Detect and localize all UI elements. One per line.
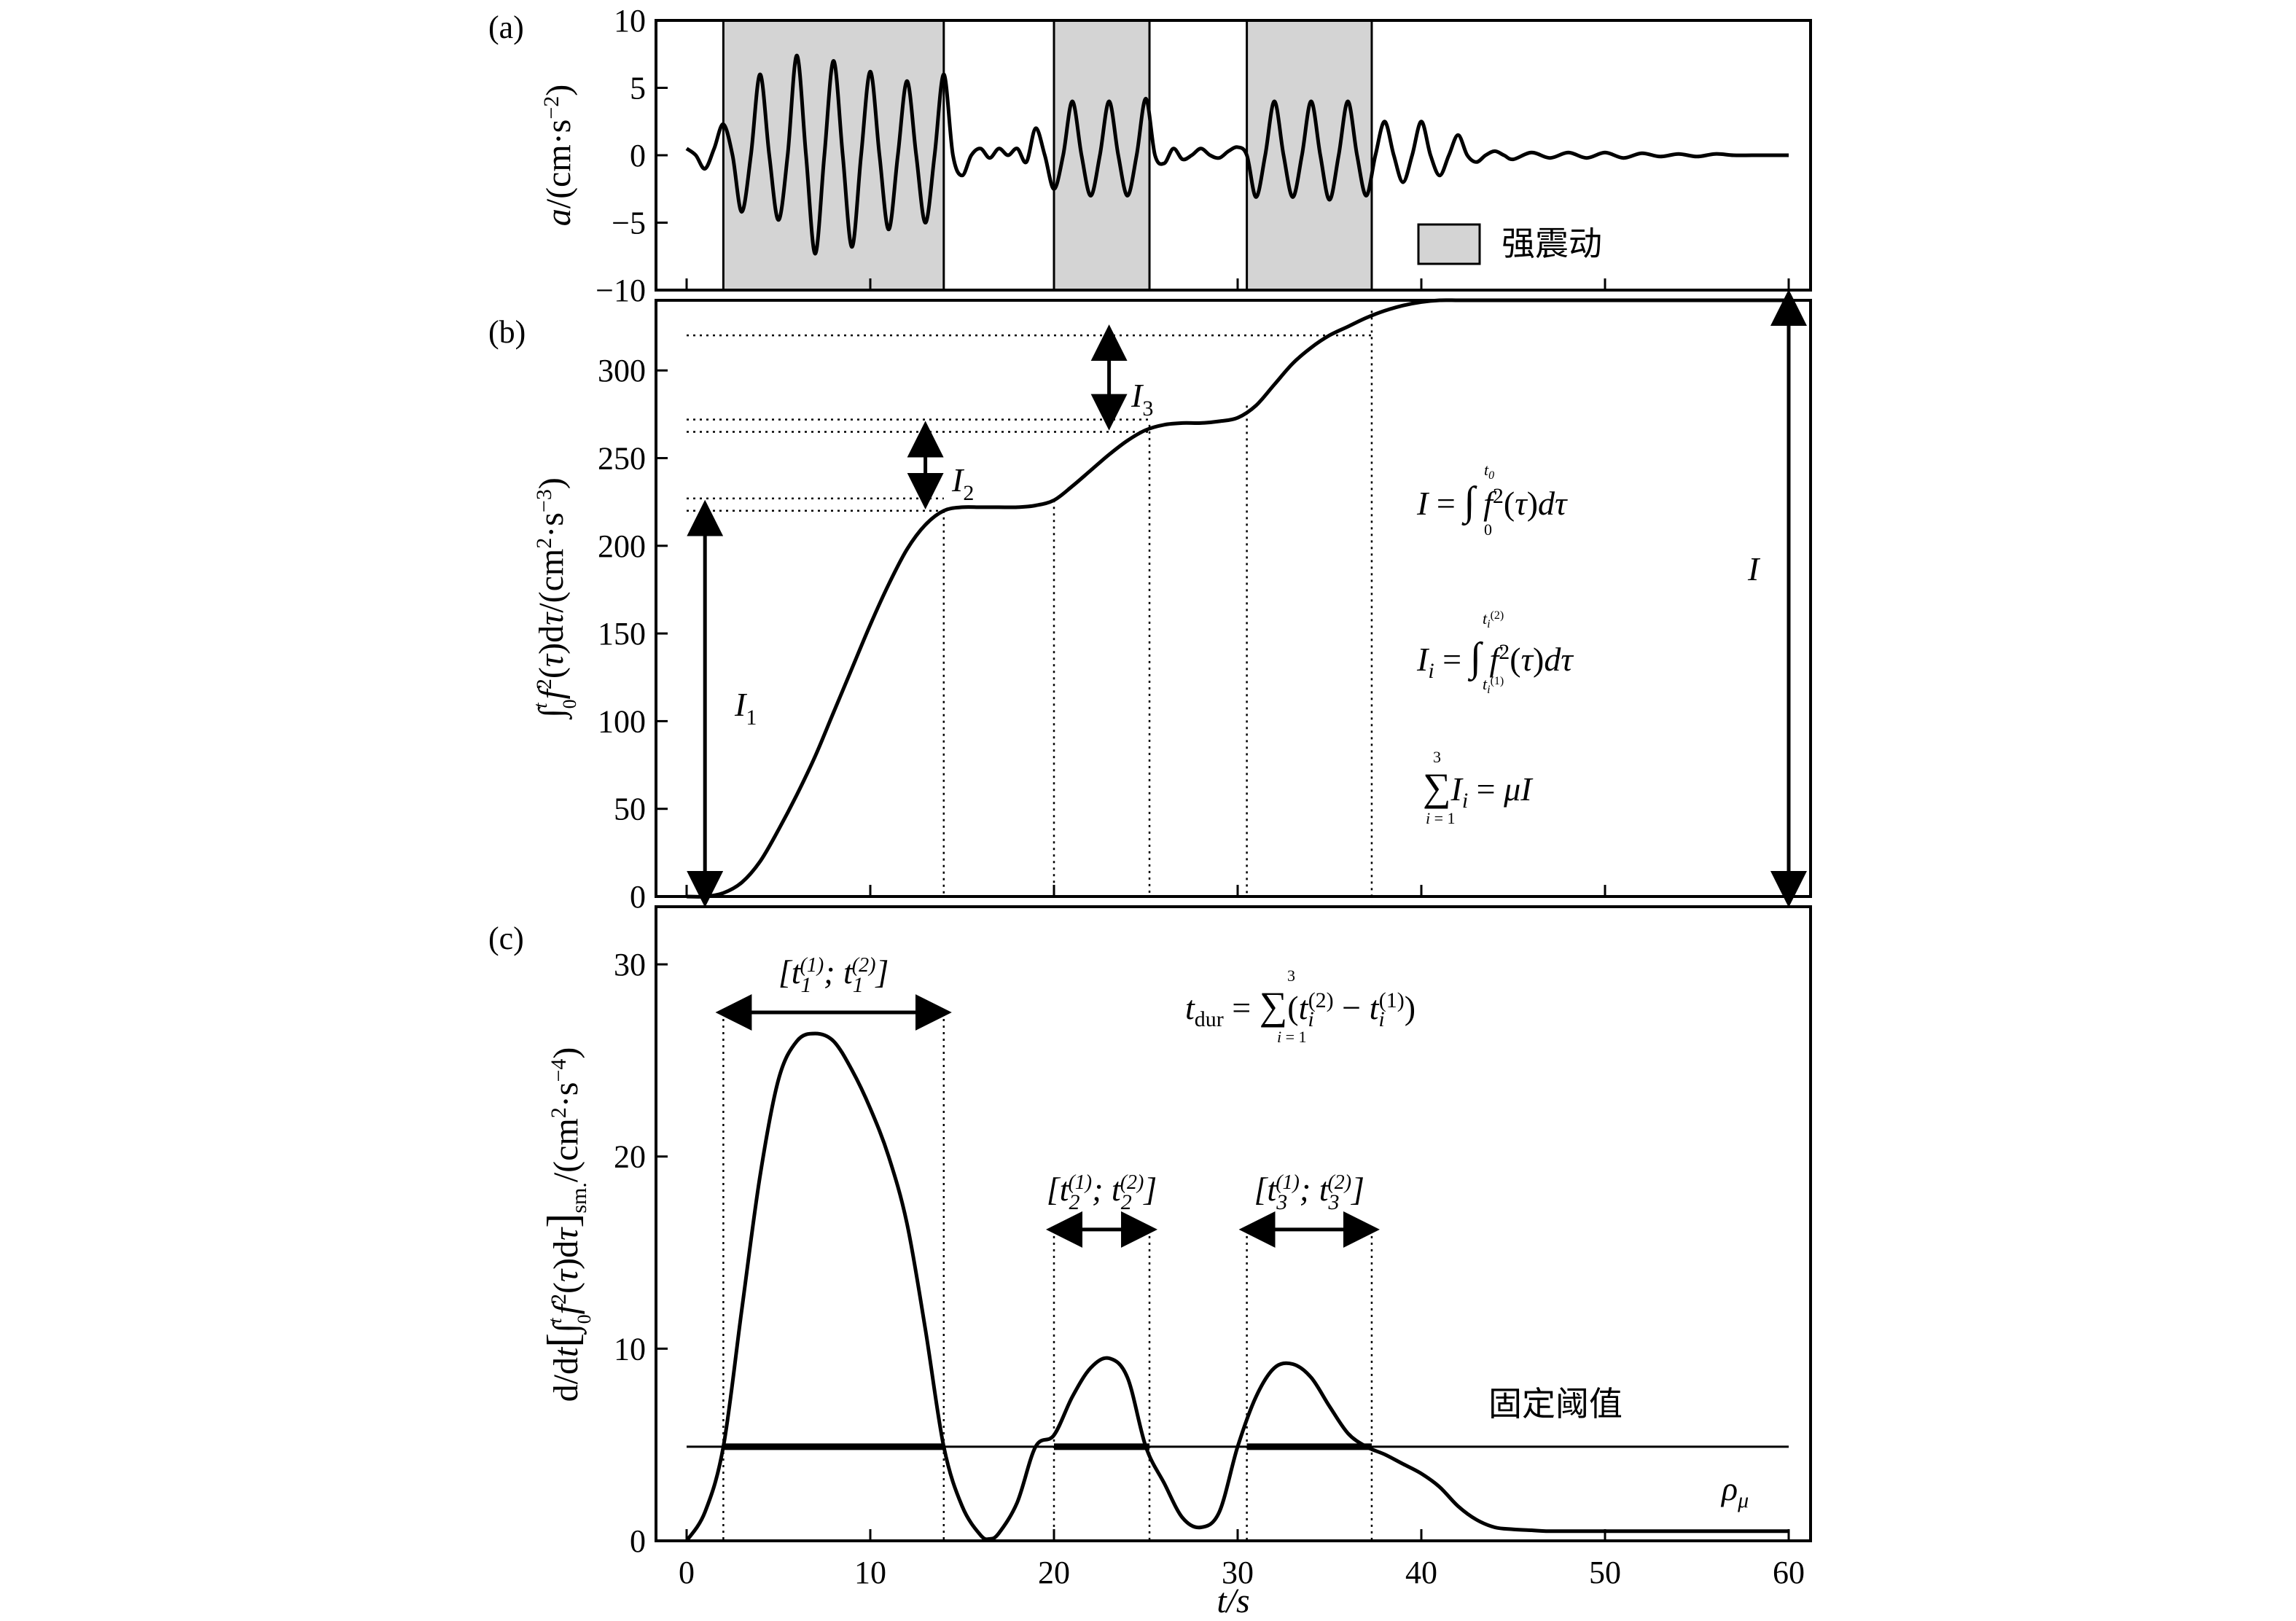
y-tick-label: 5 [630, 71, 646, 106]
x-tick-label: 50 [1589, 1555, 1621, 1590]
y-tick-label: 10 [614, 3, 646, 39]
rho-label: ρμ [1720, 1470, 1749, 1512]
y-tick-label: 20 [614, 1139, 646, 1175]
panel-a-ylabel: a/(cm·s−2) [539, 85, 578, 227]
y-tick-label: 0 [630, 879, 646, 915]
panel-c-frame [655, 905, 1812, 1542]
y-tick-label: 150 [598, 616, 646, 652]
panel-b-label: (b) [488, 314, 526, 350]
label-I-total: I [1747, 550, 1761, 587]
formula-duration: tdur = ∑(ti(2) − ti(1)) [1185, 984, 1416, 1031]
panel-c-ticks: 0 10 20 30 40 50 60 0 10 20 30 [614, 947, 1805, 1590]
y-tick-label: 10 [614, 1331, 646, 1367]
formula1-upper-limit: t0 [1484, 461, 1494, 482]
x-tick-label: 60 [1773, 1555, 1805, 1590]
energy-arrows [687, 289, 1807, 907]
panel-b: 0 50 100 150 200 250 300 (b) ∫t 0f2(τ)dτ/(cm2·s… [488, 289, 1812, 915]
y-tick-label: 50 [614, 792, 646, 827]
formula-total-energy: I = ∫ f2(τ)dτ [1416, 479, 1568, 526]
x-tick-label: 0 [679, 1555, 695, 1590]
panel-c-ylabel: d/dt[∫t 0f2(τ)dτ]sm./(cm2·s−4) [539, 1047, 595, 1402]
formula-interval-energy: Ii = ∫ f2(τ)dτ [1416, 635, 1574, 683]
x-tick-label: 30 [1222, 1555, 1254, 1590]
formula2-lower-limit: ti(1) [1483, 675, 1504, 696]
x-tick-label: 10 [854, 1555, 886, 1590]
energy-rate-curve [684, 1031, 1789, 1542]
x-tick-label: 20 [1038, 1555, 1070, 1590]
y-tick-label: −5 [612, 206, 646, 241]
y-tick-label: 0 [630, 138, 646, 173]
y-tick-label: 100 [598, 703, 646, 739]
interval-labels: [t1(1); t1(2)] [t2(1); t2(2)] [t3(1); t3(2… [778, 953, 1364, 1214]
panel-a: −10 −5 0 5 10 (a) a/(cm·s−2) 强震动 [488, 3, 1812, 308]
cumulative-energy-curve [686, 298, 1789, 899]
panel-b-frame [655, 299, 1812, 898]
label-I2: I2 [951, 461, 974, 505]
formula-energy-sum: ∑Ii = μI [1423, 765, 1534, 813]
panel-a-label: (a) [488, 9, 524, 45]
formula-duration-upper-limit: 3 [1287, 966, 1295, 985]
panel-b-ylabel: ∫t 0f2(τ)dτ/(cm2·s−3) [530, 477, 580, 720]
panel-b-ticks: 0 50 100 150 200 250 300 [598, 353, 1790, 915]
panel-c: 0 10 20 30 40 50 60 0 10 20 30 [t1(1); t1(2)] [t2(1… [488, 905, 1812, 1620]
interval-arrows [715, 994, 1380, 1248]
panel-a-ticks: −10 −5 0 5 10 [596, 3, 1790, 308]
interval-label: [t1(1); t1(2)] [778, 953, 889, 997]
panel-c-label: (c) [488, 921, 524, 956]
y-tick-label: 30 [614, 947, 646, 983]
legend-swatch [1417, 223, 1481, 265]
label-I3: I3 [1131, 377, 1153, 421]
formula2-upper-limit: ti(2) [1483, 609, 1504, 630]
interval-label: [t2(1); t2(2)] [1047, 1171, 1157, 1214]
label-I1: I1 [734, 686, 757, 730]
x-axis-title: t/s [1217, 1582, 1249, 1620]
y-tick-label: 200 [598, 528, 646, 564]
x-tick-label: 40 [1405, 1555, 1437, 1590]
interval-dotted-lines [722, 1012, 1373, 1541]
y-tick-label: 0 [630, 1523, 646, 1559]
formula3-upper-limit: 3 [1433, 748, 1441, 766]
threshold-label: 固定阈值 [1488, 1384, 1623, 1423]
formula-duration-lower-limit: i = 1 [1277, 1028, 1307, 1046]
legend-label: 强震动 [1502, 224, 1602, 263]
y-tick-label: −10 [596, 273, 646, 308]
y-tick-label: 250 [598, 441, 646, 477]
acceleration-curve [685, 53, 1789, 256]
interval-label: [t3(1); t3(2)] [1254, 1171, 1365, 1214]
strong-motion-shading [722, 19, 1373, 292]
formula1-lower-limit: 0 [1484, 520, 1492, 539]
formula3-lower-limit: i = 1 [1426, 809, 1456, 827]
y-tick-label: 300 [598, 353, 646, 388]
